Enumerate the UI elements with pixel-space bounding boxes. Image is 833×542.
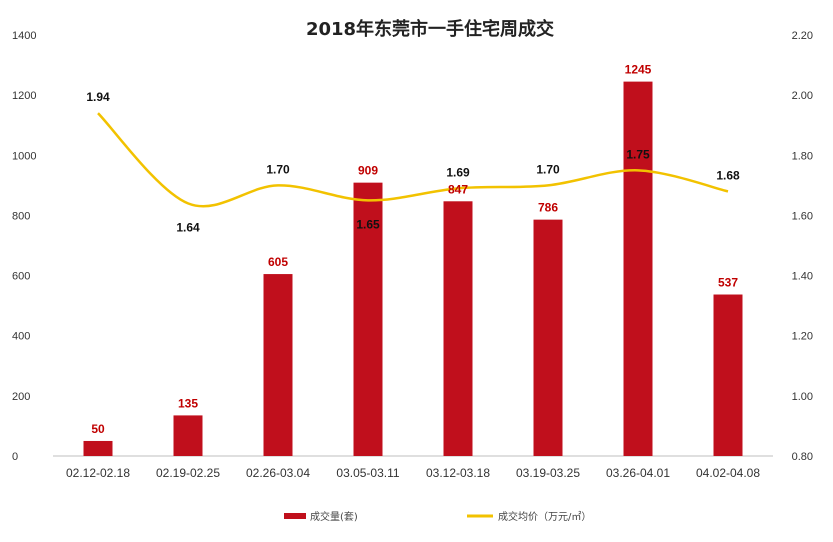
left-tick-label: 1000	[12, 150, 36, 162]
bar-labels: 50 135 605 909 847 786 1245 537	[91, 63, 738, 436]
bar	[443, 201, 473, 456]
right-tick-label: 1.00	[792, 391, 813, 403]
x-tick-label: 02.12-02.18	[66, 466, 130, 480]
right-tick-label: 2.00	[792, 90, 813, 102]
right-tick-label: 1.60	[792, 210, 813, 222]
line-data-label: 1.75	[626, 147, 650, 161]
line-data-label: 1.94	[86, 90, 110, 104]
line-data-label: 1.70	[536, 162, 560, 176]
right-tick-label: 0.80	[792, 451, 813, 463]
bar-data-label: 847	[448, 182, 468, 196]
line-data-label: 1.64	[176, 220, 200, 234]
legend-label-line: 成交均价（万元/㎡）	[498, 510, 591, 523]
x-tick-label: 03.26-04.01	[606, 466, 670, 480]
bar	[353, 182, 383, 457]
left-tick-label: 800	[12, 210, 30, 222]
bar	[533, 219, 563, 456]
right-tick-label: 2.20	[792, 30, 813, 42]
bar-data-label: 50	[91, 422, 105, 436]
left-tick-label: 400	[12, 331, 30, 343]
left-tick-label: 600	[12, 271, 30, 283]
right-axis: 0.80 1.00 1.20 1.40 1.60 1.80 2.00 2.20	[792, 30, 813, 463]
right-tick-label: 1.40	[792, 271, 813, 283]
line-data-label: 1.68	[716, 168, 740, 182]
chart-title: 2018年东莞市一手住宅周成交	[306, 18, 554, 40]
bar-data-label: 1245	[625, 63, 652, 77]
bar-series	[83, 81, 743, 457]
bar	[173, 415, 203, 456]
x-tick-label: 03.12-03.18	[426, 466, 490, 480]
price-line	[97, 112, 729, 208]
legend-label-bar: 成交量(套)	[310, 510, 358, 523]
bar	[83, 440, 113, 456]
right-tick-label: 1.20	[792, 331, 813, 343]
bar	[623, 81, 653, 456]
legend-swatch-bar	[284, 513, 306, 519]
bar-data-label: 537	[718, 276, 738, 290]
x-tick-label: 04.02-04.08	[696, 466, 760, 480]
bar-data-label: 605	[268, 255, 288, 269]
bar-data-label: 786	[538, 201, 558, 215]
left-axis: 0 200 400 600 800 1000 1200 1400	[12, 30, 36, 463]
left-tick-label: 1200	[12, 90, 36, 102]
x-tick-label: 03.05-03.11	[336, 466, 399, 480]
x-axis: 02.12-02.18 02.19-02.25 02.26-03.04 03.05-0…	[66, 466, 760, 480]
legend: 成交量(套) 成交均价（万元/㎡）	[284, 510, 591, 523]
bar-data-label: 909	[358, 164, 378, 178]
bar-data-label: 135	[178, 396, 198, 410]
left-tick-label: 200	[12, 391, 30, 403]
line-data-label: 1.70	[266, 162, 290, 176]
line-data-label: 1.69	[446, 165, 470, 179]
x-tick-label: 02.19-02.25	[156, 466, 220, 480]
line-data-label: 1.65	[356, 217, 380, 231]
right-tick-label: 1.80	[792, 150, 813, 162]
x-tick-label: 02.26-03.04	[246, 466, 310, 480]
left-tick-label: 0	[12, 451, 18, 463]
bar	[713, 294, 743, 456]
left-tick-label: 1400	[12, 30, 36, 42]
x-tick-label: 03.19-03.25	[516, 466, 580, 480]
bar	[263, 274, 293, 456]
line-series	[97, 112, 729, 208]
line-labels: 1.94 1.64 1.70 1.65 1.69 1.70 1.75 1.68	[86, 90, 740, 234]
